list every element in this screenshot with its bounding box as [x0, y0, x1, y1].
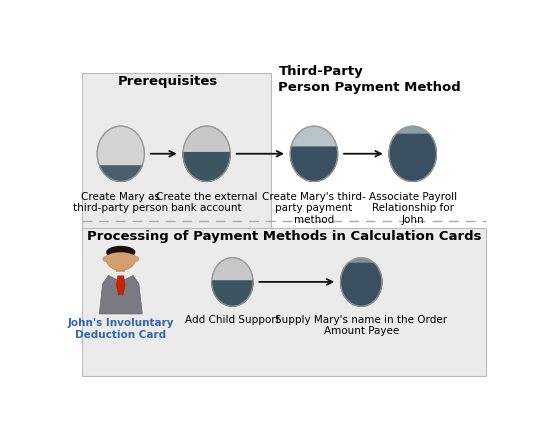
Polygon shape	[212, 281, 253, 306]
Text: Supply Mary's name in the Order
Amount Payee: Supply Mary's name in the Order Amount P…	[275, 314, 447, 336]
Polygon shape	[109, 272, 121, 281]
Circle shape	[106, 247, 135, 270]
Polygon shape	[183, 152, 230, 181]
Ellipse shape	[97, 126, 145, 181]
Ellipse shape	[106, 246, 135, 258]
Text: Associate Payroll
Relationship for
John: Associate Payroll Relationship for John	[368, 191, 457, 225]
Circle shape	[132, 256, 139, 261]
Text: Create Mary as
third-party person: Create Mary as third-party person	[73, 191, 168, 213]
FancyBboxPatch shape	[82, 73, 271, 261]
Polygon shape	[116, 268, 125, 272]
Polygon shape	[121, 272, 133, 281]
Ellipse shape	[105, 252, 136, 266]
Text: Create Mary's third-
party payment
method: Create Mary's third- party payment metho…	[262, 191, 366, 225]
Polygon shape	[116, 276, 125, 295]
Text: Processing of Payment Methods in Calculation Cards: Processing of Payment Methods in Calcula…	[86, 230, 481, 243]
Text: Add Child Support: Add Child Support	[185, 314, 280, 325]
Ellipse shape	[212, 258, 253, 306]
Polygon shape	[99, 275, 142, 314]
Ellipse shape	[290, 126, 337, 181]
FancyBboxPatch shape	[82, 228, 486, 376]
Text: Prerequisites: Prerequisites	[118, 75, 218, 88]
Polygon shape	[290, 147, 337, 181]
Text: John's Involuntary
Deduction Card: John's Involuntary Deduction Card	[68, 318, 174, 340]
Text: Create the external
bank account: Create the external bank account	[156, 191, 258, 213]
Text: Third-Party
Person Payment Method: Third-Party Person Payment Method	[279, 65, 461, 94]
Polygon shape	[341, 263, 382, 306]
Ellipse shape	[389, 126, 437, 181]
Ellipse shape	[183, 126, 230, 181]
Polygon shape	[100, 166, 142, 181]
Ellipse shape	[341, 258, 382, 306]
Polygon shape	[389, 134, 437, 181]
Circle shape	[102, 256, 110, 261]
